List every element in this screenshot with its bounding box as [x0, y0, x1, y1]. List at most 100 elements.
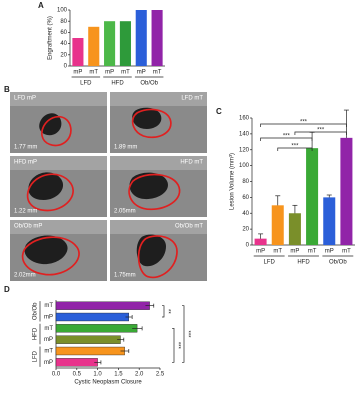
panel-letter: A [38, 1, 44, 10]
bar [55, 346, 125, 356]
panel-letter: D [4, 285, 10, 294]
x-tick-label: mP [325, 249, 334, 255]
group-label: HFD [111, 81, 124, 87]
x-tick-label: 1.0 [93, 372, 102, 378]
y-tick-label: 40 [242, 211, 249, 217]
lesion-dark [132, 107, 162, 129]
x-tick-label: mP [290, 249, 299, 255]
y-axis-title: Lesion Volume (mm³) [230, 153, 236, 210]
image-label: HFD mP [14, 160, 37, 166]
ultrasound-image: LFD mP 1.77 mm [10, 92, 107, 153]
image-shade [110, 92, 207, 106]
bar [55, 312, 130, 322]
x-tick-label: mP [256, 249, 265, 255]
x-tick-label: mT [273, 249, 282, 255]
y-tick-label: mT [44, 303, 53, 309]
scale-label: 2.05mm [114, 209, 136, 215]
ultrasound-image: HFD mP 1.22 mm [10, 156, 107, 217]
y-tick-label: 60 [60, 30, 67, 36]
x-tick-label: 1.5 [114, 372, 123, 378]
image-label: Ob/Ob mP [14, 224, 42, 230]
bar [104, 21, 116, 66]
significance-label: *** [174, 342, 180, 350]
y-tick-label: mP [44, 360, 53, 366]
bar [72, 38, 84, 66]
y-tick-label: 100 [57, 8, 68, 14]
significance-label: ** [164, 309, 170, 314]
group-label: HFD [33, 327, 39, 340]
y-tick-label: 80 [242, 179, 249, 185]
significance-bracket [277, 147, 313, 151]
scale-label: 2.02mm [14, 273, 36, 279]
scale-label: 1.89 mm [114, 145, 137, 151]
x-tick-label: mP [137, 70, 146, 76]
panel-letter: C [216, 107, 222, 116]
bar [271, 205, 284, 245]
significance-label: *** [283, 134, 291, 140]
y-tick-label: 20 [242, 227, 249, 233]
y-tick-label: 140 [239, 131, 250, 137]
group-label: HFD [297, 260, 310, 266]
ultrasound-image: Ob/Ob mT 1.75mm [110, 220, 207, 281]
image-label: HFD mT [180, 160, 203, 166]
bar [88, 26, 100, 66]
x-tick-label: mT [342, 249, 351, 255]
significance-bracket [182, 305, 185, 363]
image-shade [10, 220, 107, 234]
y-tick-label: 0 [64, 64, 68, 70]
bar [55, 324, 138, 333]
significance-label: *** [291, 144, 299, 150]
image-label: Ob/Ob mT [175, 224, 203, 230]
y-tick-label: 0 [246, 243, 250, 249]
bar [135, 10, 147, 66]
image-label: LFD mP [14, 96, 36, 102]
significance-label: *** [317, 128, 325, 134]
x-axis-title: Cystic Neoplasm Closure [74, 380, 142, 386]
bar [254, 238, 267, 245]
lesion-outline [137, 235, 178, 279]
y-axis-title: Engraftment (%) [48, 16, 54, 60]
bar [55, 335, 121, 344]
ultrasound-image: LFD mT 1.89 mm [110, 92, 207, 153]
group-label: LFD [33, 350, 39, 362]
image-shade [110, 156, 207, 170]
lesion-dark [136, 234, 166, 267]
group-label: Ob/Ob [329, 260, 347, 266]
significance-bracket [260, 137, 313, 141]
significance-bracket [172, 327, 175, 363]
y-tick-label: 100 [239, 163, 250, 169]
lesion-dark [39, 113, 62, 136]
y-tick-label: mT [44, 326, 53, 332]
bar [323, 197, 336, 245]
ultrasound-image: Ob/Ob mP 2.02mm [10, 220, 107, 281]
x-tick-label: mT [308, 249, 317, 255]
y-tick-label: mP [44, 337, 53, 343]
image-shade [10, 156, 107, 170]
y-tick-label: 40 [60, 41, 67, 47]
y-tick-label: mT [44, 349, 53, 355]
ultrasound-image: HFD mT 2.05mm [110, 156, 207, 217]
group-label: LFD [80, 81, 92, 87]
bar [306, 148, 319, 245]
y-tick-label: 20 [60, 52, 67, 58]
x-tick-label: mT [153, 70, 162, 76]
bar [288, 213, 301, 245]
x-tick-label: mP [73, 70, 82, 76]
y-tick-label: mP [44, 315, 53, 321]
panel-letter: B [4, 85, 10, 94]
x-tick-label: 2.0 [135, 372, 144, 378]
bar [151, 10, 163, 66]
y-tick-label: 160 [239, 116, 250, 122]
x-tick-label: mT [121, 70, 130, 76]
image-shade [110, 220, 207, 234]
significance-label: *** [184, 330, 190, 338]
lesion-outline [21, 236, 80, 276]
x-tick-label: mP [105, 70, 114, 76]
lesion-outline [26, 173, 74, 212]
bar [55, 301, 150, 310]
group-label: Ob/Ob [140, 81, 158, 87]
x-tick-label: 0.5 [73, 372, 82, 378]
lesion-dark [129, 172, 168, 200]
y-tick-label: 80 [60, 19, 67, 25]
bar [119, 21, 131, 66]
